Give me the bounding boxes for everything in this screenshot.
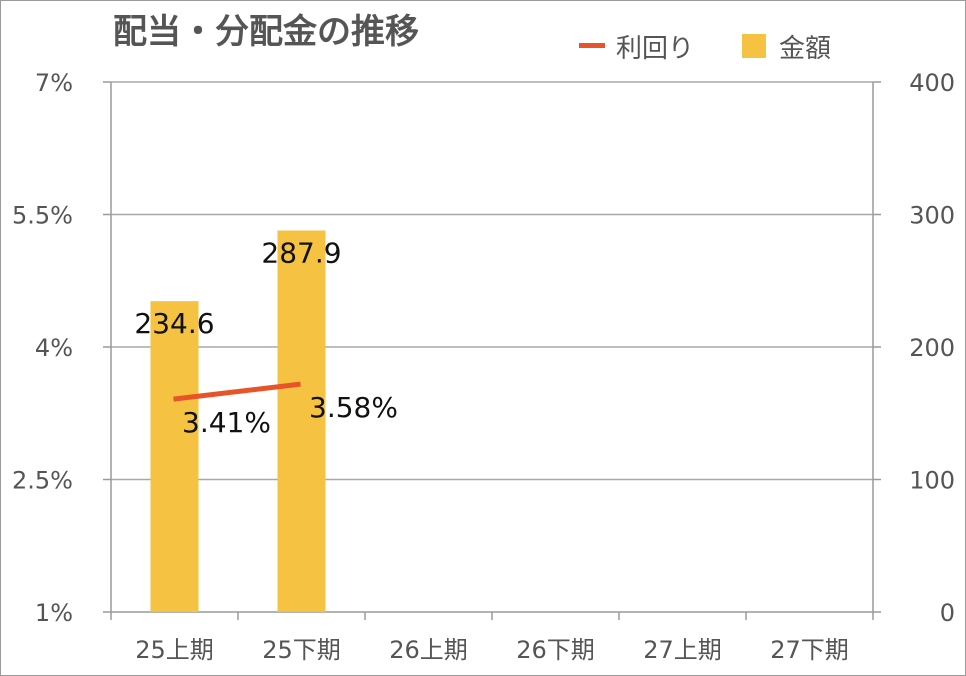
left-tick-label: 1% <box>35 599 73 627</box>
x-tick-label: 26下期 <box>516 636 595 664</box>
amount-data-label: 287.9 <box>261 237 341 270</box>
left-tick-label: 4% <box>35 334 73 362</box>
legend-yield-swatch <box>579 43 605 48</box>
left-tick-label: 2.5% <box>12 467 73 495</box>
right-tick-label: 200 <box>909 334 955 362</box>
x-tick-label: 27上期 <box>643 636 722 664</box>
x-tick-label: 25上期 <box>135 636 214 664</box>
legend-amount-swatch <box>742 34 766 58</box>
yield-data-label: 3.58% <box>309 391 398 424</box>
x-tick-label: 25下期 <box>262 636 341 664</box>
right-tick-label: 300 <box>909 202 955 230</box>
amount-bar <box>277 230 326 612</box>
legend-yield-label: 利回り <box>616 34 694 64</box>
yield-line <box>173 381 301 402</box>
left-tick-label: 7% <box>35 69 73 97</box>
right-axis-ticks: 0 100 200 300 400 <box>909 69 955 627</box>
data-labels: 234.6 287.9 3.41% 3.58% <box>134 237 398 440</box>
right-tick-label: 0 <box>940 599 955 627</box>
x-tick-label: 26上期 <box>389 636 468 664</box>
left-tick-label: 5.5% <box>12 202 73 230</box>
gridlines <box>103 81 881 613</box>
amount-data-label: 234.6 <box>134 307 214 340</box>
right-tick-label: 400 <box>909 69 955 97</box>
x-tick-label: 27下期 <box>770 636 849 664</box>
yield-data-label: 3.41% <box>182 406 271 439</box>
amount-bar <box>150 301 199 612</box>
legend: 利回り 金額 <box>579 34 831 64</box>
x-axis: 25上期 25下期 26上期 26下期 27上期 27下期 <box>110 612 874 664</box>
left-axis-ticks: 1% 2.5% 4% 5.5% 7% <box>12 69 73 627</box>
right-tick-label: 100 <box>909 467 955 495</box>
chart-title: 配当・分配金の推移 <box>113 12 419 52</box>
yield-line-path <box>173 381 301 402</box>
amount-bars <box>150 230 326 612</box>
legend-amount-label: 金額 <box>779 34 831 64</box>
